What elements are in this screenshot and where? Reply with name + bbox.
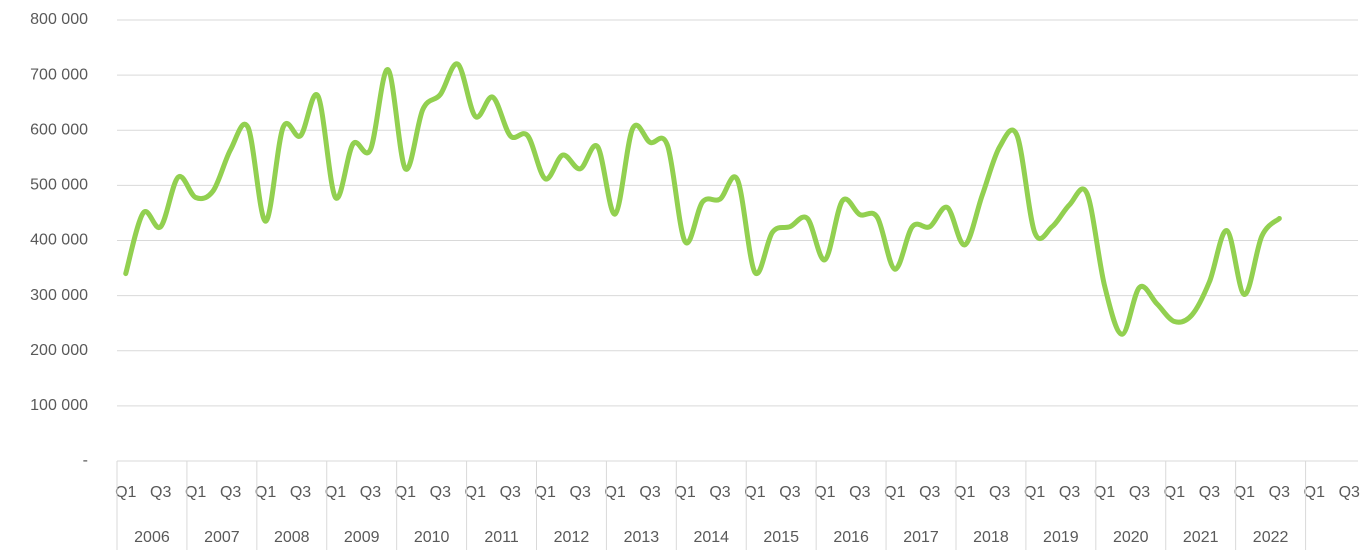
y-tick-label: 700 000 [30, 66, 88, 83]
x-tick-label: Q1 [954, 484, 975, 501]
x-tick-label: Q3 [919, 484, 940, 501]
x-tick-label: Q3 [1269, 484, 1290, 501]
group-label: 2011 [484, 529, 519, 546]
x-tick-label: Q3 [290, 484, 311, 501]
x-tick-label: Q1 [884, 484, 905, 501]
x-tick-label: Q1 [465, 484, 486, 501]
x-tick-label: Q1 [115, 484, 136, 501]
x-tick-label: Q1 [395, 484, 416, 501]
x-tick-label: Q1 [535, 484, 556, 501]
group-label: 2006 [134, 529, 170, 546]
y-tick-label: 800 000 [30, 11, 88, 28]
x-tick-label: Q3 [500, 484, 521, 501]
x-tick-label: Q3 [709, 484, 730, 501]
y-tick-label: 500 000 [30, 177, 88, 194]
group-label: 2015 [763, 529, 799, 546]
x-tick-label: Q1 [744, 484, 765, 501]
x-tick-label: Q3 [849, 484, 870, 501]
x-tick-label: Q1 [674, 484, 695, 501]
x-tick-label: Q3 [1339, 484, 1360, 501]
x-tick-label: Q3 [360, 484, 381, 501]
y-tick-label: 200 000 [30, 342, 88, 359]
group-label: 2013 [624, 529, 660, 546]
y-tick-label: 400 000 [30, 232, 88, 249]
group-label: 2019 [1043, 529, 1079, 546]
y-tick-label: - [83, 452, 88, 469]
group-label: 2007 [204, 529, 240, 546]
group-label: 2008 [274, 529, 310, 546]
group-label: 2010 [414, 529, 450, 546]
x-tick-label: Q3 [1199, 484, 1220, 501]
x-tick-label: Q3 [639, 484, 660, 501]
x-tick-label: Q1 [814, 484, 835, 501]
group-label: 2009 [344, 529, 380, 546]
group-label: 2020 [1113, 529, 1149, 546]
x-tick-label: Q1 [185, 484, 206, 501]
x-tick-label: Q3 [150, 484, 171, 501]
x-tick-label: Q1 [1304, 484, 1325, 501]
x-tick-label: Q3 [779, 484, 800, 501]
group-label: 2022 [1253, 529, 1289, 546]
y-tick-label: 100 000 [30, 397, 88, 414]
x-tick-label: Q3 [570, 484, 591, 501]
x-tick-label: Q3 [220, 484, 241, 501]
x-tick-label: Q1 [604, 484, 625, 501]
x-tick-label: Q3 [989, 484, 1010, 501]
x-tick-label: Q1 [1234, 484, 1255, 501]
group-label: 2021 [1183, 529, 1219, 546]
data-line [123, 61, 1282, 337]
x-tick-label: Q1 [255, 484, 276, 501]
y-tick-label: 600 000 [30, 121, 88, 138]
x-tick-label: Q3 [1059, 484, 1080, 501]
x-tick-label: Q3 [1129, 484, 1150, 501]
x-tick-label: Q1 [1164, 484, 1185, 501]
x-tick-label: Q1 [1024, 484, 1045, 501]
x-tick-label: Q1 [1094, 484, 1115, 501]
x-tick-label: Q1 [325, 484, 346, 501]
group-label: 2018 [973, 529, 1009, 546]
group-label: 2012 [554, 529, 590, 546]
y-tick-label: 300 000 [30, 287, 88, 304]
group-label: 2014 [693, 529, 729, 546]
group-label: 2016 [833, 529, 869, 546]
group-label: 2017 [903, 529, 939, 546]
x-tick-label: Q3 [430, 484, 451, 501]
